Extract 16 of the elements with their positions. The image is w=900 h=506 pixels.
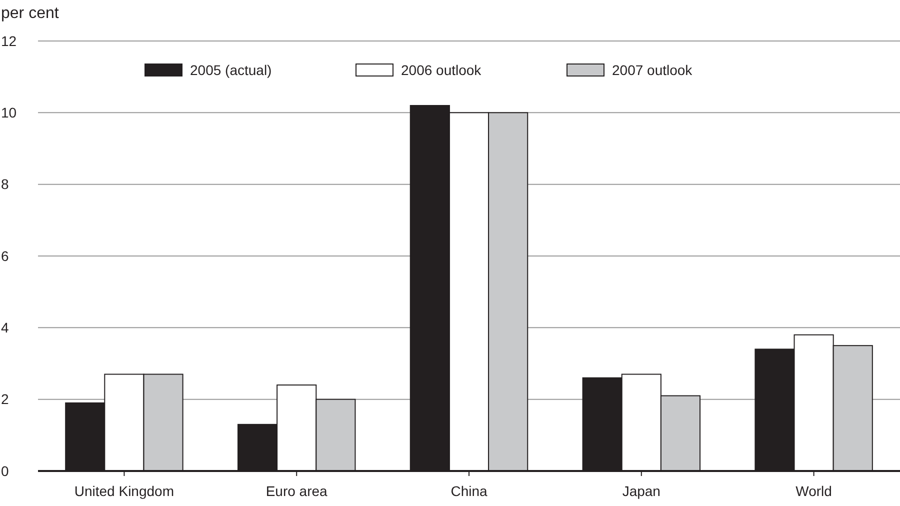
- x-tick-label: China: [450, 483, 488, 499]
- y-tick-label: 4: [1, 320, 9, 336]
- legend-label: 2007 outlook: [612, 62, 694, 78]
- y-tick-label: 8: [1, 176, 9, 192]
- legend-label: 2006 outlook: [401, 62, 482, 78]
- x-tick-label: Japan: [622, 483, 660, 499]
- y-tick-label: 12: [1, 32, 17, 49]
- x-tick-label: World: [796, 483, 832, 499]
- x-tick-label: Euro area: [266, 483, 328, 499]
- x-tick-label: United Kingdom: [74, 483, 174, 499]
- legend-label: 2005 (actual): [190, 62, 272, 78]
- y-axis-title: per cent: [1, 5, 60, 22]
- y-tick-label: 6: [1, 248, 9, 264]
- y-tick-label: 0: [1, 462, 9, 479]
- y-tick-label: 10: [1, 104, 17, 121]
- y-tick-label: 2: [1, 391, 9, 408]
